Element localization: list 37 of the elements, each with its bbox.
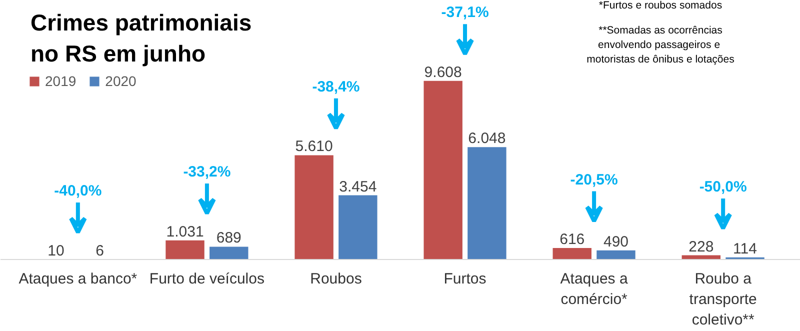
text: *Furtos e roubos somados [598,0,722,12]
data-label: 9.608 [424,64,462,81]
bar [210,246,248,260]
annotation: -20,5% [570,171,618,188]
legend-label: 2020 [105,73,136,89]
data-label: 616 [560,231,585,248]
x-tick-label: Ataques a comércio* [560,270,628,308]
data-label: 490 [603,233,628,250]
x-tick-label: Furtos [444,270,486,288]
data-label: 5.610 [295,138,333,156]
annotation: -38,4% [312,78,360,96]
data-label: 6.048 [468,130,506,148]
bar [294,155,334,260]
annotation: -40,0% [54,182,102,200]
chart-title: Crimes patrimoniais no RS em junho [30,10,252,67]
x-tick-label: Roubos [310,270,362,288]
data-label: 1.031 [166,223,204,240]
x-tick-label: Ataques a banco* [18,270,138,288]
data-label: 228 [688,238,714,256]
bar [468,147,506,260]
data-label: 689 [216,230,242,247]
data-label: 10 [48,242,64,260]
data-label: 3.454 [339,178,377,196]
annotation: -50,0% [699,178,747,196]
x-tick-label: Furto de veículos [149,270,264,288]
bar [424,80,462,260]
data-label: 114 [733,240,757,258]
annotation: -33,2% [183,164,231,181]
bar [166,240,204,260]
text: -37,1% [441,4,489,22]
data-label: 6 [96,242,104,260]
bar [596,250,636,260]
bar [552,248,592,260]
text: **Somadas as ocorrências envolvendo passageiros e motoristas de ônibus e lotações [586,24,734,66]
legend-label: 2019 [45,73,76,89]
x-tick-label: Roubo a transporte coletivo** [689,270,757,328]
bar [338,195,378,260]
